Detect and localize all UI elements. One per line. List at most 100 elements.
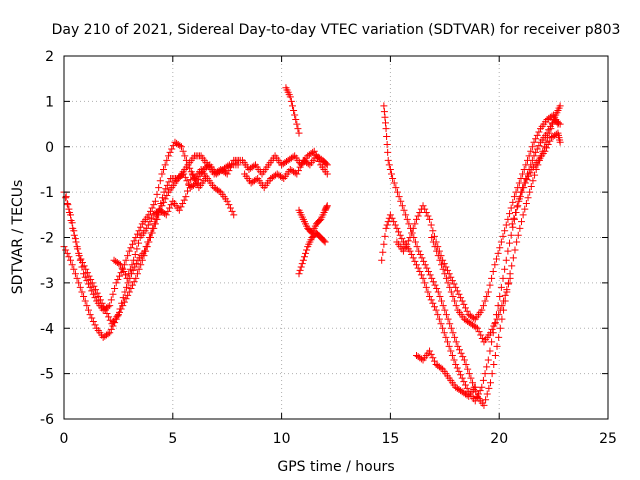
data-point [436,256,444,264]
data-point [546,122,554,130]
data-point [444,338,452,346]
data-point [118,299,126,307]
data-point [180,170,188,178]
data-point [302,249,310,257]
data-point [378,256,386,264]
data-point [543,144,551,152]
data-point [416,209,424,217]
data-point [117,261,125,269]
data-point [441,306,449,314]
data-point [414,264,422,272]
data-point [444,279,452,287]
y-tick-label: -3 [40,276,54,292]
data-point [444,315,452,323]
data-point [130,278,138,286]
data-point [447,288,455,296]
data-point [504,215,512,223]
data-point [403,240,411,248]
data-point [507,204,515,212]
data-point [450,356,458,364]
data-point [400,206,408,214]
data-point [431,243,439,251]
data-point [381,232,389,240]
data-point [493,342,501,350]
chart-title: Day 210 of 2021, Sidereal Day-to-day VTE… [52,22,621,38]
y-tick-label: -6 [40,412,54,428]
data-point [91,294,99,302]
data-point [111,285,119,293]
data-point [411,257,419,265]
data-point [290,106,298,114]
data-point [166,204,174,212]
series-track-l [393,111,562,323]
data-point [442,311,450,319]
data-point [84,306,92,314]
data-point [413,215,421,223]
data-point [75,279,83,287]
x-tick-label: 20 [490,431,508,447]
data-point [520,184,528,192]
data-point [419,274,427,282]
data-point [73,274,81,282]
data-point [137,223,145,231]
data-point [451,333,459,341]
series-track-j [380,102,564,409]
data-point [323,203,331,211]
axis-ticks [63,55,609,420]
data-point [486,379,494,387]
data-point [137,261,145,269]
data-point [293,120,301,128]
data-point [88,287,96,295]
data-point [391,221,399,229]
data-point [78,288,86,296]
data-point [166,148,174,156]
data-point [163,181,171,189]
data-point [135,239,143,247]
data-point [488,274,496,282]
data-point [422,283,430,291]
data-point [75,252,83,260]
data-point [190,173,198,181]
data-point [434,288,442,296]
data-point [475,390,483,398]
data-point [430,357,438,365]
data-point [83,269,91,277]
data-point [424,212,432,220]
data-point [163,156,171,164]
data-point [458,297,466,305]
data-point [101,306,109,314]
data-point [148,204,156,212]
data-point [515,179,523,187]
data-point [294,125,302,133]
data-point [162,211,170,219]
data-point [526,169,534,177]
data-point [80,292,88,300]
data-point [417,355,425,363]
data-point [438,261,446,269]
data-point [510,215,518,223]
data-point [122,256,130,264]
data-point [65,253,73,261]
data-point [123,283,131,291]
data-point [473,324,481,332]
data-point [541,147,549,155]
data-point [401,244,409,252]
data-point [421,279,429,287]
series-track-g [282,84,303,137]
data-point [463,307,471,315]
data-point [453,364,461,372]
data-point [464,365,472,373]
data-point [486,281,494,289]
data-point [105,313,113,321]
x-tick-label: 0 [60,431,69,447]
data-point [471,383,479,391]
data-point [463,384,471,392]
x-tick-label: 15 [381,431,399,447]
data-point [181,173,189,181]
series-track-h [295,202,331,237]
x-tick-label: 5 [168,431,177,447]
data-point [460,356,468,364]
data-point [147,229,155,237]
data-point [160,188,168,196]
data-point [380,108,388,116]
